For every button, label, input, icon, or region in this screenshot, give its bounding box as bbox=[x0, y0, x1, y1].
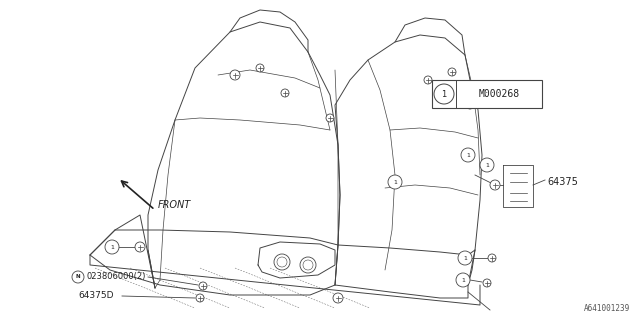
Text: 1: 1 bbox=[110, 244, 114, 250]
Circle shape bbox=[300, 257, 316, 273]
Circle shape bbox=[483, 279, 491, 287]
Circle shape bbox=[274, 254, 290, 270]
Text: A641001239: A641001239 bbox=[584, 304, 630, 313]
Circle shape bbox=[105, 240, 119, 254]
Circle shape bbox=[488, 254, 496, 262]
Text: 1: 1 bbox=[466, 153, 470, 157]
Circle shape bbox=[480, 158, 494, 172]
Circle shape bbox=[434, 84, 454, 104]
Circle shape bbox=[230, 70, 240, 80]
Circle shape bbox=[199, 282, 207, 290]
Text: 1: 1 bbox=[485, 163, 489, 167]
Circle shape bbox=[333, 293, 343, 303]
Text: 1: 1 bbox=[461, 277, 465, 283]
Circle shape bbox=[388, 175, 402, 189]
Circle shape bbox=[448, 68, 456, 76]
Circle shape bbox=[458, 251, 472, 265]
Text: 1: 1 bbox=[442, 90, 447, 99]
Circle shape bbox=[72, 271, 84, 283]
Circle shape bbox=[277, 257, 287, 267]
Circle shape bbox=[456, 273, 470, 287]
Circle shape bbox=[135, 242, 145, 252]
Circle shape bbox=[466, 101, 474, 109]
Text: 1: 1 bbox=[463, 255, 467, 260]
Circle shape bbox=[490, 180, 500, 190]
Circle shape bbox=[303, 260, 313, 270]
Text: M000268: M000268 bbox=[479, 89, 520, 99]
Text: 64375D: 64375D bbox=[78, 292, 113, 300]
Text: N: N bbox=[76, 275, 80, 279]
Circle shape bbox=[424, 76, 432, 84]
Text: 1: 1 bbox=[393, 180, 397, 185]
Circle shape bbox=[256, 64, 264, 72]
Text: 64375: 64375 bbox=[547, 177, 578, 187]
Circle shape bbox=[461, 148, 475, 162]
Text: 023806000(2): 023806000(2) bbox=[86, 273, 145, 282]
Text: FRONT: FRONT bbox=[158, 200, 191, 210]
Circle shape bbox=[281, 89, 289, 97]
FancyBboxPatch shape bbox=[432, 80, 542, 108]
Circle shape bbox=[326, 114, 334, 122]
Circle shape bbox=[196, 294, 204, 302]
